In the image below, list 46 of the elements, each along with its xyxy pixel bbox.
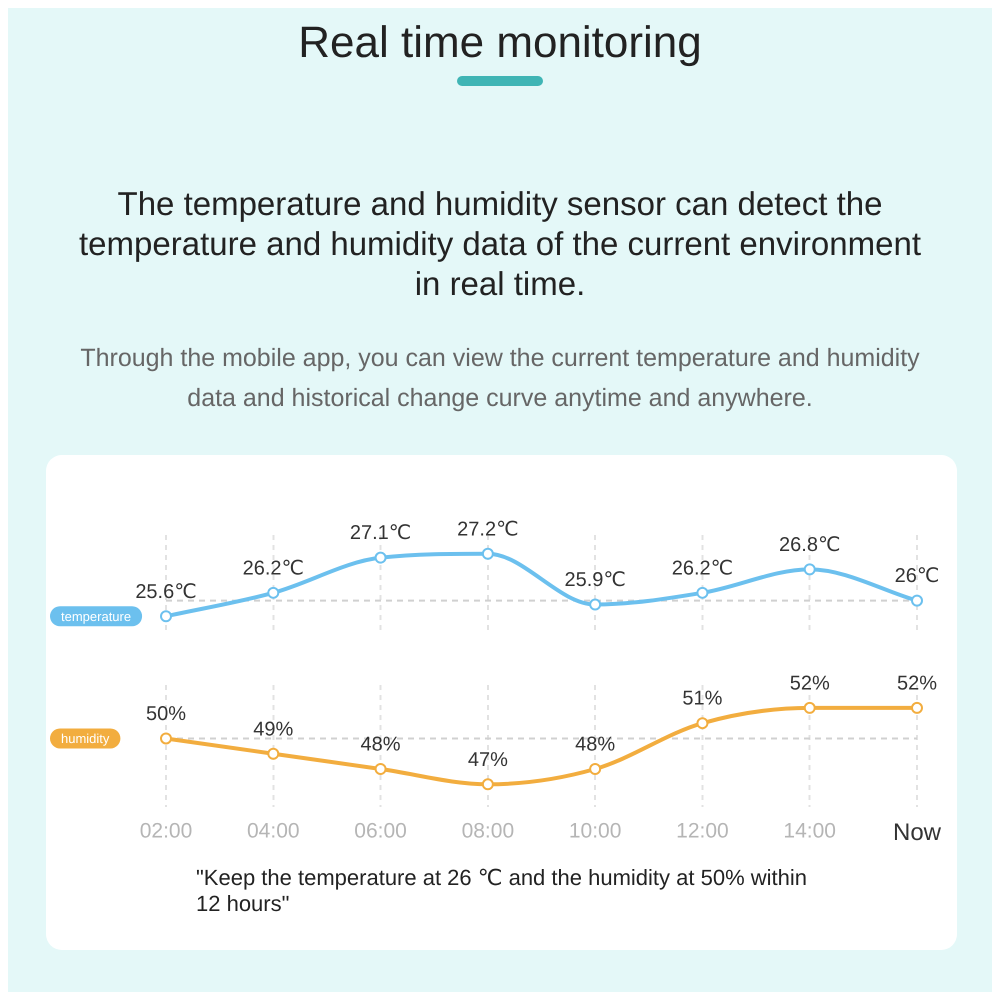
point [804,563,816,576]
point [911,594,923,607]
x-tick-label: 12:00 [676,820,729,843]
data-label: 27.2℃ [457,518,519,540]
data-label: 51% [682,688,723,710]
text: "Keep the temperature at 26 ℃ and the humidity at 50% within 12 hours" [196,865,808,917]
x-tick-label: 08:00 [462,820,514,843]
data-label: 47% [468,748,508,771]
data-label: 49% [253,718,294,740]
x-tick-label: 10:00 [568,820,622,843]
data-label: 52% [896,672,938,694]
text: humidity [61,731,110,746]
point [696,586,708,599]
x-tick-label: Now [892,819,942,846]
point [911,702,923,714]
data-label: 26.2℃ [242,557,304,580]
point [374,763,387,776]
point [804,702,816,714]
point [589,598,602,611]
x-tick-label: 02:00 [140,820,192,843]
point [589,763,602,776]
point [160,732,172,744]
data-label: 26℃ [894,565,940,588]
chart-subtitle: The temperature and humidity sensor can detect the temperature and humidity data of the current environment in real time. [78,184,922,304]
text: Through the mobile app, you can view the current temperature and humidity data and historical change curve anytime and anywhere. [79,343,921,414]
point [696,717,708,730]
data-label: 50% [146,702,186,725]
point [267,748,280,760]
data-label: 25.6℃ [135,580,197,603]
text: temperature [61,608,132,624]
chart-title: Real time monitoring [297,17,703,68]
data-label: 25.9℃ [564,569,626,592]
point [267,586,280,599]
data-label: 48% [575,734,616,756]
point [160,610,172,622]
data-label: 27.1℃ [350,522,412,544]
data-label: 26.8℃ [779,534,840,556]
x-tick-label: 04:00 [247,820,300,843]
data-label: 52% [790,672,830,694]
point [482,778,494,790]
x-tick-label: 06:00 [354,820,407,843]
x-tick-label: 14:00 [783,820,836,843]
data-label: 26.2℃ [672,557,734,580]
point [374,552,387,564]
point [482,548,494,560]
data-label: 48% [360,734,401,756]
